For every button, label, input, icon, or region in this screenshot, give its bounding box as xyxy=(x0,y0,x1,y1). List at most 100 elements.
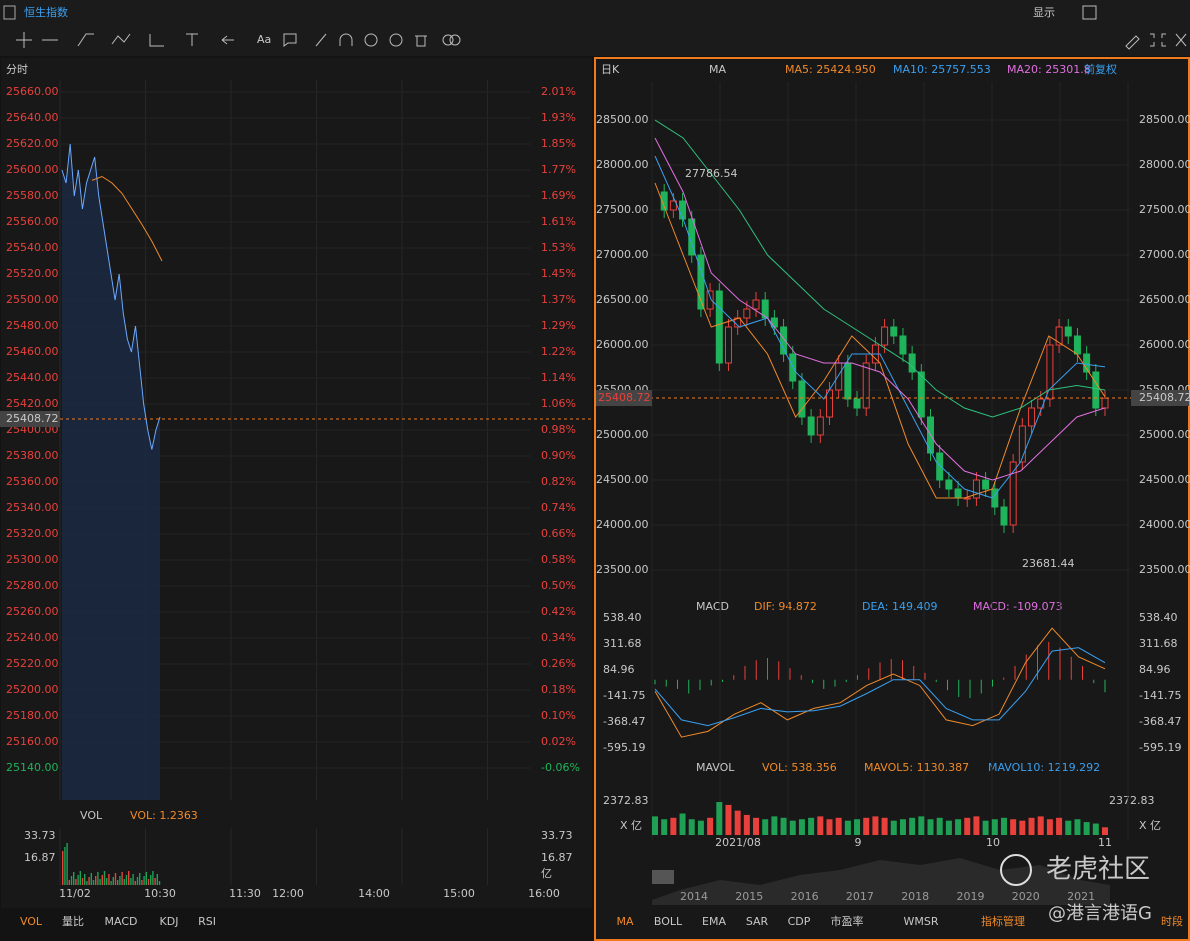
adjust[interactable]: 前复权 xyxy=(1084,62,1117,76)
vol-bar-deco xyxy=(103,871,106,885)
right-tab[interactable]: WMSR xyxy=(904,915,939,928)
price-label: 25440.00 xyxy=(6,371,59,384)
left-tab[interactable]: MACD xyxy=(105,915,138,928)
intraday-area xyxy=(62,144,160,800)
vol-bar-deco xyxy=(128,871,130,885)
vol-bar-deco xyxy=(66,843,68,885)
right-tab[interactable]: 指标管理 xyxy=(981,914,1025,928)
display-menu[interactable]: 显示 xyxy=(1033,6,1055,19)
candle xyxy=(697,254,705,310)
candle xyxy=(835,362,843,391)
right-tab[interactable]: 市盈率 xyxy=(831,914,864,928)
right-period[interactable]: 日K xyxy=(601,63,620,76)
right-tab[interactable]: SAR xyxy=(746,915,769,928)
candle xyxy=(899,335,907,355)
candle xyxy=(1073,335,1081,355)
pct-label: 0.98% xyxy=(541,423,576,436)
volume-bar xyxy=(679,813,686,835)
pct-label: 2.01% xyxy=(541,85,576,98)
right-tab[interactable]: MA xyxy=(616,915,633,928)
pct-label: 0.50% xyxy=(541,579,576,592)
time-label: 11/02 xyxy=(59,887,91,900)
volume-bar xyxy=(955,819,962,835)
candle xyxy=(816,416,824,436)
volume-bar xyxy=(991,819,998,835)
volume-bar xyxy=(1046,819,1053,835)
year-label: 2014 xyxy=(680,890,708,903)
price-label: 26000.00 xyxy=(1139,338,1190,351)
month-label: 9 xyxy=(855,836,862,849)
price-label: 24500.00 xyxy=(1139,473,1190,486)
macd-tick: -595.19 xyxy=(1139,741,1181,754)
ma10-label: MA10: 25757.553 xyxy=(893,63,991,76)
watermark-author: @港言港语G xyxy=(1048,903,1152,924)
vol-bar-deco xyxy=(150,875,152,885)
volume-bar xyxy=(743,814,750,835)
left-vol-title: VOL xyxy=(80,809,103,822)
font-tool[interactable]: Aa xyxy=(257,33,271,46)
low-label: 23681.44 xyxy=(1022,557,1075,570)
macd-tick: -141.75 xyxy=(1139,689,1181,702)
candle xyxy=(945,479,953,490)
price-label: 28000.00 xyxy=(596,158,649,171)
vol-bar-deco xyxy=(84,874,86,885)
left-tab[interactable]: 量比 xyxy=(62,915,84,928)
price-label: 25420.00 xyxy=(6,397,59,410)
avg-line xyxy=(91,175,163,262)
volume-bar xyxy=(753,817,760,835)
volume-bar xyxy=(982,820,989,835)
time-label: 15:00 xyxy=(443,887,475,900)
left-tab[interactable]: KDJ xyxy=(160,915,179,928)
vol-bar-deco xyxy=(99,879,101,885)
volume-bar xyxy=(780,817,787,835)
candle xyxy=(1083,353,1091,373)
price-label: 27500.00 xyxy=(1139,203,1190,216)
toolbar-icons[interactable] xyxy=(16,5,1187,50)
macd-tick: 84.96 xyxy=(1139,663,1171,676)
indicator[interactable]: MA xyxy=(709,63,726,76)
price-label: 24000.00 xyxy=(596,518,649,531)
volume-bar xyxy=(872,816,879,835)
vol-bar-deco xyxy=(141,880,143,885)
candle xyxy=(844,362,852,400)
candle xyxy=(936,452,944,481)
pct-label: 1.69% xyxy=(541,189,576,202)
price-label: 28500.00 xyxy=(1139,113,1190,126)
candle xyxy=(1009,461,1017,526)
volume-bar xyxy=(1065,820,1072,835)
macd-tick: 311.68 xyxy=(603,637,642,650)
right-tab[interactable]: BOLL xyxy=(654,915,683,928)
candle xyxy=(752,299,760,310)
left-tab[interactable]: RSI xyxy=(198,915,216,928)
vol-bar-deco xyxy=(97,872,99,885)
vol-bar-deco xyxy=(95,876,97,885)
year-label: 2019 xyxy=(957,890,985,903)
price-label: 23500.00 xyxy=(596,563,649,576)
candle xyxy=(862,362,870,409)
left-tab[interactable]: VOL xyxy=(20,915,43,928)
pct-label: 0.26% xyxy=(541,657,576,670)
watermark-brand: 老虎社区 xyxy=(1046,855,1150,885)
vol-bar-deco xyxy=(119,876,121,885)
right-tab[interactable]: EMA xyxy=(702,915,726,928)
candle xyxy=(669,200,677,211)
left-period[interactable]: 分时 xyxy=(6,63,28,76)
current-label: 25408.72 xyxy=(6,412,59,425)
year-label: 2020 xyxy=(1012,890,1040,903)
vol-bar-deco xyxy=(156,874,158,885)
candle xyxy=(1037,398,1045,409)
volume-bar xyxy=(964,817,971,835)
volume-bar xyxy=(771,816,778,835)
vol-tick-l: 2372.83 xyxy=(603,794,649,807)
right-tab[interactable]: 时段 xyxy=(1161,914,1183,928)
vol-bar-deco xyxy=(90,873,92,885)
candle xyxy=(1092,371,1100,409)
pct-label: 0.58% xyxy=(541,553,576,566)
candle xyxy=(1055,326,1063,346)
vol-bar-deco xyxy=(143,876,145,885)
overview-handle[interactable] xyxy=(652,870,674,884)
price-label: 28500.00 xyxy=(596,113,649,126)
sidebar-icon[interactable] xyxy=(3,5,16,20)
vol-bar-deco xyxy=(158,881,161,885)
right-tab[interactable]: CDP xyxy=(788,915,811,928)
